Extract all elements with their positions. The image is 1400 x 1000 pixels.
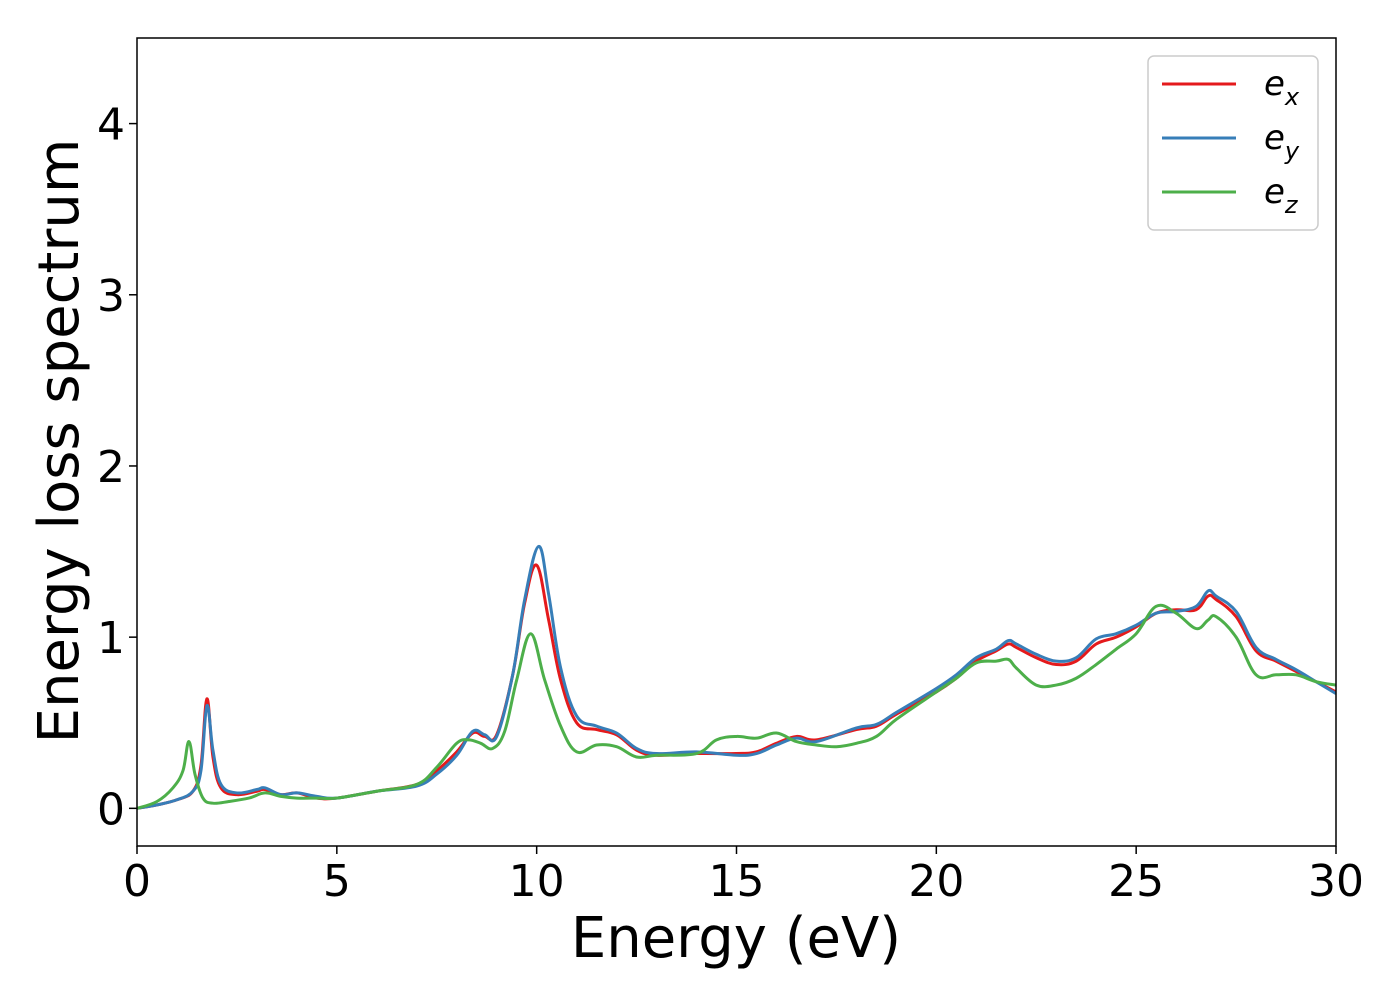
legend-label-subscript: z [1284, 191, 1299, 219]
x-axis-title: Energy (eV) [571, 906, 901, 971]
y-axis-title: Energy loss spectrum [27, 139, 92, 744]
series-line-z [137, 603, 1336, 810]
y-tick-label: 2 [97, 442, 125, 493]
legend-label-subscript: x [1284, 83, 1300, 111]
x-tick-label: 0 [123, 856, 151, 907]
axes-layer: 0 5 10 15 20 25 30 0 1 2 3 4 [97, 37, 1364, 907]
legend-label-subscript: y [1284, 137, 1300, 165]
plot-background [137, 38, 1336, 846]
y-tick-label: 3 [97, 271, 125, 322]
x-tick-label: 5 [323, 856, 351, 907]
y-tick-label: 1 [97, 613, 125, 664]
plot-area [137, 38, 1336, 846]
x-tick-label: 20 [908, 856, 964, 907]
y-tick-label: 4 [97, 100, 125, 151]
legend-label-x: ex [1264, 64, 1300, 111]
series-layer [137, 544, 1336, 810]
x-tick-label: 30 [1308, 856, 1364, 907]
x-tick-label: 10 [509, 856, 565, 907]
legend-label-y: ey [1264, 118, 1300, 165]
y-tick-label: 0 [97, 784, 125, 835]
x-tick-label: 25 [1108, 856, 1164, 907]
legend-box [1147, 55, 1319, 231]
x-tick-label: 15 [709, 856, 765, 907]
